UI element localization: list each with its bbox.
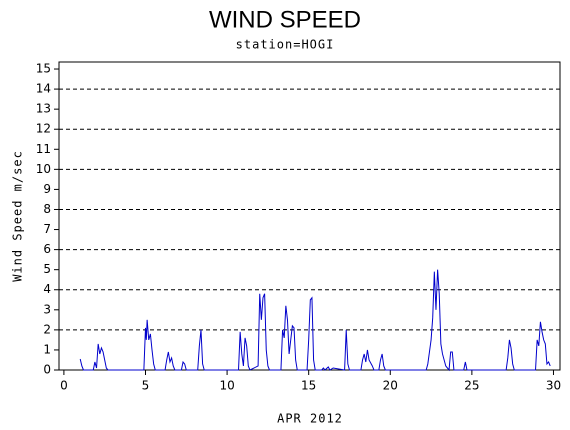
- wind-speed-line: [79, 269, 551, 372]
- y-tick-label: 7: [43, 222, 51, 236]
- y-tick-label: 0: [43, 363, 51, 377]
- y-tick-label: 9: [43, 182, 51, 196]
- x-axis-label: APR 2012: [277, 412, 343, 426]
- y-tick-label: 2: [43, 322, 51, 336]
- y-tick-label: 1: [43, 342, 51, 356]
- x-tick-label: 5: [142, 379, 150, 393]
- chart-title: WIND SPEED: [209, 6, 361, 33]
- y-tick-label: 8: [43, 202, 51, 216]
- y-tick-label: 14: [36, 82, 51, 96]
- y-tick-label: 10: [36, 162, 51, 176]
- x-tick-label: 15: [301, 379, 316, 393]
- y-tick-label: 15: [36, 62, 51, 76]
- chart-subtitle: station=HOGI: [236, 38, 335, 52]
- y-tick-label: 4: [43, 282, 51, 296]
- y-tick-label: 11: [36, 142, 51, 156]
- y-tick-label: 12: [36, 122, 51, 136]
- y-tick-label: 13: [36, 102, 51, 116]
- y-tick-label: 5: [43, 262, 51, 276]
- x-tick-label: 30: [546, 379, 561, 393]
- x-tick-label: 10: [219, 379, 234, 393]
- x-tick-label: 0: [60, 379, 68, 393]
- y-tick-label: 3: [43, 302, 51, 316]
- x-tick-label: 25: [464, 379, 479, 393]
- plot-frame: [58, 61, 561, 371]
- x-tick-label: 20: [383, 379, 398, 393]
- y-axis-label: Wind Speed m/sec: [11, 150, 25, 282]
- y-tick-label: 6: [43, 242, 51, 256]
